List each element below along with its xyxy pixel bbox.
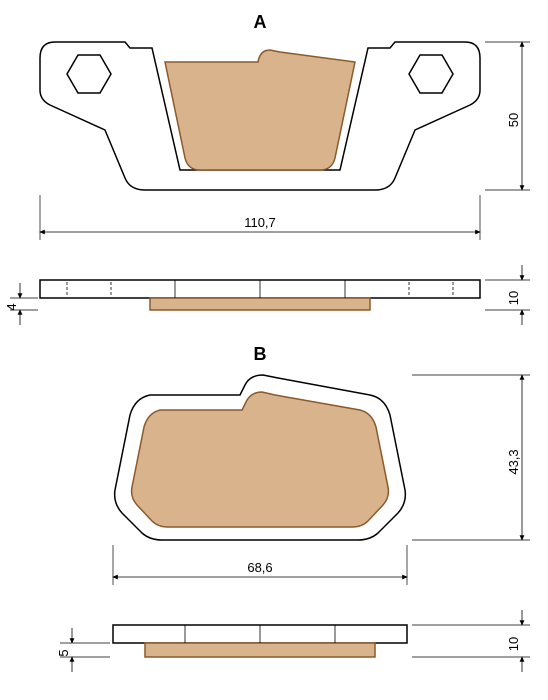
dim-b-width: 68,6 (113, 545, 407, 585)
svg-text:10: 10 (506, 637, 521, 651)
svg-text:10: 10 (506, 291, 521, 305)
dim-a-height: 50 (485, 42, 530, 190)
svg-text:43,3: 43,3 (506, 449, 521, 474)
part-a-side (40, 280, 480, 310)
dim-b-thickness: 10 (412, 610, 530, 672)
svg-text:5: 5 (56, 649, 71, 656)
dim-a-width: 110,7 (40, 195, 480, 240)
svg-text:110,7: 110,7 (244, 215, 276, 230)
part-a-front (40, 42, 480, 190)
dim-b-height: 43,3 (412, 375, 530, 540)
svg-text:4: 4 (4, 303, 19, 310)
part-b-front (115, 375, 406, 540)
part-a-label: A (254, 12, 267, 32)
dim-b-pad-thickness: 5 (56, 628, 110, 672)
dim-a-pad-thickness: 4 (4, 283, 38, 325)
dim-a-thickness: 10 (485, 265, 530, 325)
svg-text:50: 50 (506, 113, 521, 127)
part-b-side (113, 625, 407, 657)
svg-text:68,6: 68,6 (247, 560, 272, 575)
part-b-label: B (254, 344, 267, 364)
